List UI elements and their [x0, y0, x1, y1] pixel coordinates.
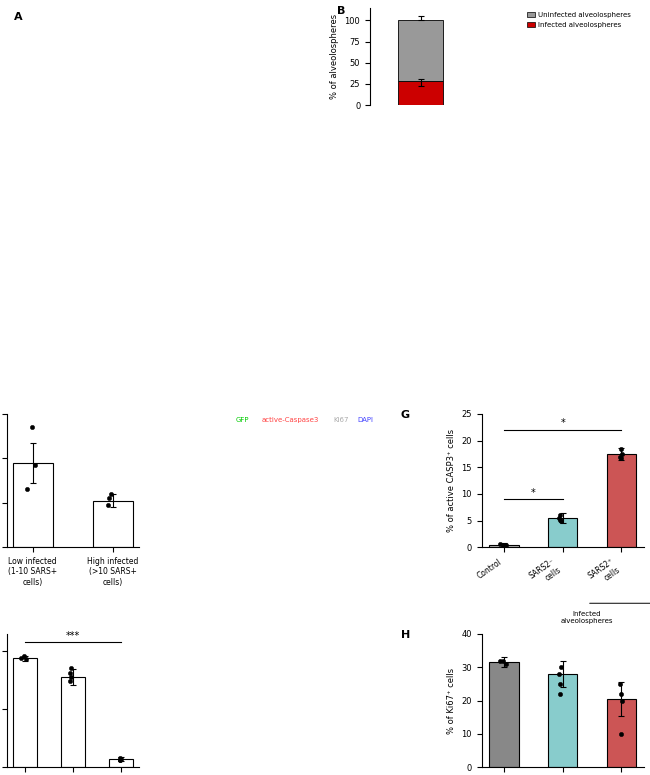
Point [65, 667, 75, 680]
Point [498, 654, 508, 666]
Legend: Uninfected alveolospheres, Infected alveolospheres: Uninfected alveolospheres, Infected alve… [524, 9, 634, 30]
Text: Control: Control [216, 490, 222, 515]
Point [554, 668, 564, 680]
Point [19, 649, 29, 662]
Text: Control: Control [44, 133, 72, 141]
Text: DAPI: DAPI [358, 418, 373, 423]
Point [556, 515, 566, 527]
Point [615, 677, 625, 690]
Point [554, 677, 565, 690]
Text: F: F [216, 418, 224, 428]
Text: Infected
alveolospheres: Infected alveolospheres [561, 611, 613, 624]
Point [617, 694, 627, 707]
Point [555, 513, 566, 525]
Text: High infection: High infection [445, 133, 499, 141]
Y-axis label: % of alveolospheres: % of alveolospheres [330, 14, 339, 99]
Point [65, 675, 75, 687]
Text: H: H [401, 630, 410, 640]
Text: GFP: GFP [236, 418, 250, 423]
Text: A: A [14, 12, 22, 22]
Bar [93, 501, 133, 547]
Point [27, 421, 37, 433]
Point [21, 653, 31, 666]
Point [115, 754, 125, 766]
Bar [398, 20, 443, 81]
Point [66, 670, 76, 683]
Point [16, 652, 27, 664]
Point [114, 752, 125, 764]
Point [616, 443, 626, 455]
Point [500, 658, 511, 670]
Text: *: * [560, 418, 565, 429]
Point [616, 452, 626, 464]
Bar [60, 677, 84, 767]
Bar [548, 674, 577, 767]
Point [495, 538, 505, 550]
Point [21, 484, 32, 496]
Bar [489, 545, 519, 547]
Text: *: * [531, 487, 536, 498]
Point [554, 512, 564, 524]
Point [66, 661, 77, 673]
Text: G: G [401, 410, 410, 420]
Text: Low infection: Low infection [211, 133, 261, 141]
Point [115, 754, 125, 766]
Point [103, 499, 113, 512]
Point [500, 539, 511, 551]
Bar [606, 699, 636, 767]
Point [495, 654, 505, 666]
Point [556, 661, 566, 673]
Y-axis label: % of active CASP3⁺ cells: % of active CASP3⁺ cells [447, 429, 456, 532]
Bar [398, 81, 443, 105]
Point [498, 539, 508, 551]
Point [616, 728, 626, 740]
Bar [12, 463, 53, 547]
Point [615, 450, 625, 463]
Point [105, 487, 116, 500]
Point [30, 459, 40, 471]
Text: Ki67: Ki67 [334, 418, 349, 423]
Point [554, 509, 565, 522]
Bar [12, 658, 36, 767]
Bar [548, 518, 577, 547]
Bar [109, 760, 133, 767]
Point [616, 687, 626, 700]
Text: SARS-CoV2-GFP: SARS-CoV2-GFP [216, 651, 222, 707]
Text: SARS-CoV2-GFP: SARS-CoV2-GFP [256, 133, 317, 141]
Point [555, 687, 566, 700]
Point [116, 753, 126, 766]
Bar [489, 663, 519, 767]
Text: B: B [337, 5, 346, 16]
Text: C: C [13, 133, 21, 143]
Text: ***: *** [66, 631, 80, 641]
Text: active-Caspase3: active-Caspase3 [261, 418, 318, 423]
Point [617, 448, 627, 460]
Bar [606, 454, 636, 547]
Y-axis label: % of Ki67⁺ cells: % of Ki67⁺ cells [447, 667, 456, 734]
Point [103, 492, 114, 505]
